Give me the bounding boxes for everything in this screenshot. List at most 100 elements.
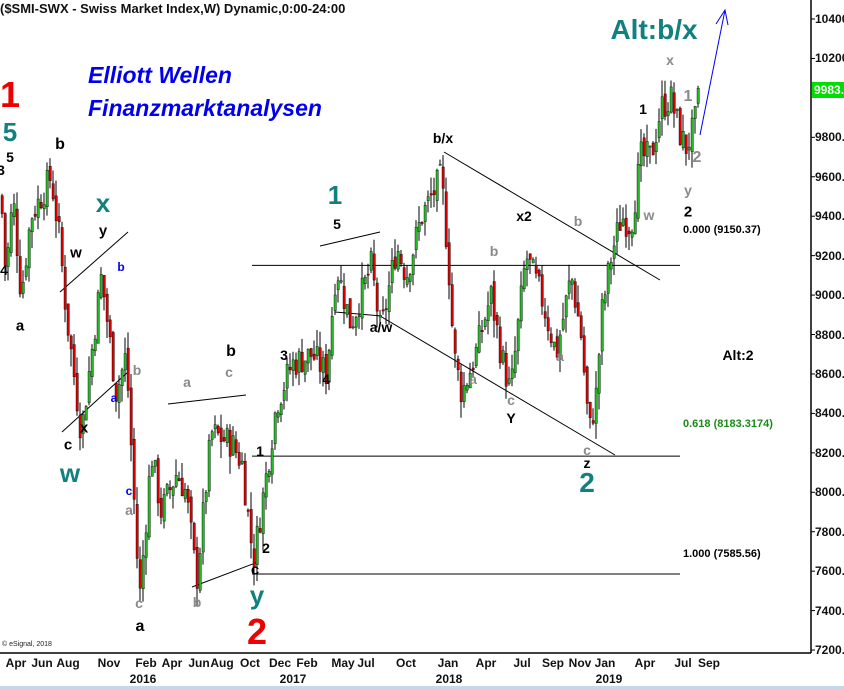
y-tick-label: 8400.00 — [815, 406, 844, 421]
candle-up — [612, 245, 616, 259]
candle-down — [195, 547, 199, 589]
candle-down — [381, 309, 385, 312]
candle-up — [360, 277, 364, 319]
candle-up — [351, 326, 355, 329]
x-tick-label: Aug — [210, 656, 234, 670]
candle-up — [261, 492, 265, 534]
candle-up — [558, 334, 562, 355]
candle-up — [390, 260, 394, 284]
candle-up — [315, 346, 319, 356]
candle-up — [660, 96, 664, 119]
candle-down — [168, 487, 172, 490]
candle-down — [534, 264, 538, 274]
candle-down — [549, 333, 553, 343]
x-tick-label: Nov — [568, 656, 592, 670]
candle-up — [501, 350, 505, 363]
candle-down — [579, 315, 583, 338]
wave-label: 2 — [579, 467, 595, 498]
candle-up — [639, 141, 643, 166]
candle-up — [36, 198, 40, 218]
wave-label: b — [192, 594, 202, 610]
wave-label: y — [98, 222, 108, 240]
candle-down — [576, 302, 580, 317]
candle-up — [483, 319, 487, 327]
forecast-arrowhead-icon — [715, 8, 729, 26]
candle-up — [333, 294, 337, 311]
candle-up — [408, 274, 412, 282]
candle-up — [675, 109, 679, 111]
candle-up — [690, 117, 694, 152]
candle-down — [132, 438, 136, 500]
candle-up — [183, 488, 187, 499]
candle-down — [375, 282, 379, 312]
candle-down — [249, 509, 253, 544]
wave-label: c — [225, 364, 233, 380]
wave-label: 1 — [0, 74, 21, 115]
wave-label: w — [59, 458, 81, 488]
candle-down — [642, 137, 646, 157]
candle-up — [144, 532, 148, 558]
wave-label: a — [110, 391, 118, 405]
status-bar — [0, 686, 844, 689]
candle-down — [441, 166, 445, 189]
candle-up — [117, 384, 121, 403]
wave-label: Alt:2 — [722, 347, 754, 363]
candle-up — [531, 259, 535, 264]
candle-down — [348, 298, 352, 329]
brand-line-1: Elliott Wellen — [88, 62, 232, 88]
candle-up — [465, 385, 469, 391]
candle-up — [693, 106, 697, 119]
wave-label: c — [250, 561, 260, 579]
candle-up — [96, 292, 100, 344]
wave-label: a/w — [369, 319, 393, 335]
candle-up — [654, 142, 658, 152]
candle-down — [678, 108, 682, 145]
wave-label: x2 — [516, 208, 532, 224]
candle-down — [33, 213, 37, 217]
candle-up — [600, 299, 604, 352]
wave-label: c — [583, 442, 591, 458]
candle-down — [60, 227, 64, 267]
trendline — [191, 561, 259, 588]
candle-up — [270, 448, 274, 475]
wave-label: b — [573, 213, 583, 229]
x-tick-label: Apr — [634, 656, 656, 670]
x-tick-label: Jan — [437, 656, 459, 670]
wave-label: c — [125, 484, 133, 498]
candle-up — [561, 318, 565, 330]
x-tick-label: Dec — [268, 656, 292, 670]
wave-label: c — [507, 392, 515, 408]
wave-label: a — [135, 618, 145, 635]
candle-up — [321, 357, 325, 373]
x-tick-label: Nov — [97, 656, 121, 670]
brand-line-2: Finanzmarktanalysen — [88, 95, 322, 121]
wave-label: a — [183, 374, 191, 390]
x-tick-label: Apr — [475, 656, 497, 670]
candle-up — [567, 280, 571, 294]
candle-up — [171, 486, 175, 496]
wave-label: Alt:b/x — [610, 14, 698, 45]
candle-up — [516, 319, 520, 351]
x-tick-label: Jan — [594, 656, 616, 670]
candle-down — [543, 311, 547, 319]
candle-down — [219, 427, 223, 442]
candle-up — [486, 305, 490, 322]
candle-up — [477, 325, 481, 353]
wave-label: 5 — [2, 117, 18, 147]
candle-up — [405, 277, 409, 285]
candle-up — [291, 359, 295, 371]
x-tick-label: Oct — [239, 656, 261, 670]
wave-label: x — [79, 419, 89, 437]
trendline — [167, 394, 247, 405]
wave-label: 3 — [280, 347, 288, 363]
candle-up — [426, 196, 430, 201]
candle-down — [237, 452, 241, 466]
y-tick-label: 7800.00 — [815, 524, 844, 539]
candle-up — [42, 204, 46, 210]
candle-down — [663, 93, 667, 117]
candle-down — [627, 230, 631, 235]
wave-label: 3 — [0, 162, 5, 178]
fib-label-1000: 1.000 (7585.56) — [683, 548, 761, 560]
candle-up — [147, 476, 151, 538]
